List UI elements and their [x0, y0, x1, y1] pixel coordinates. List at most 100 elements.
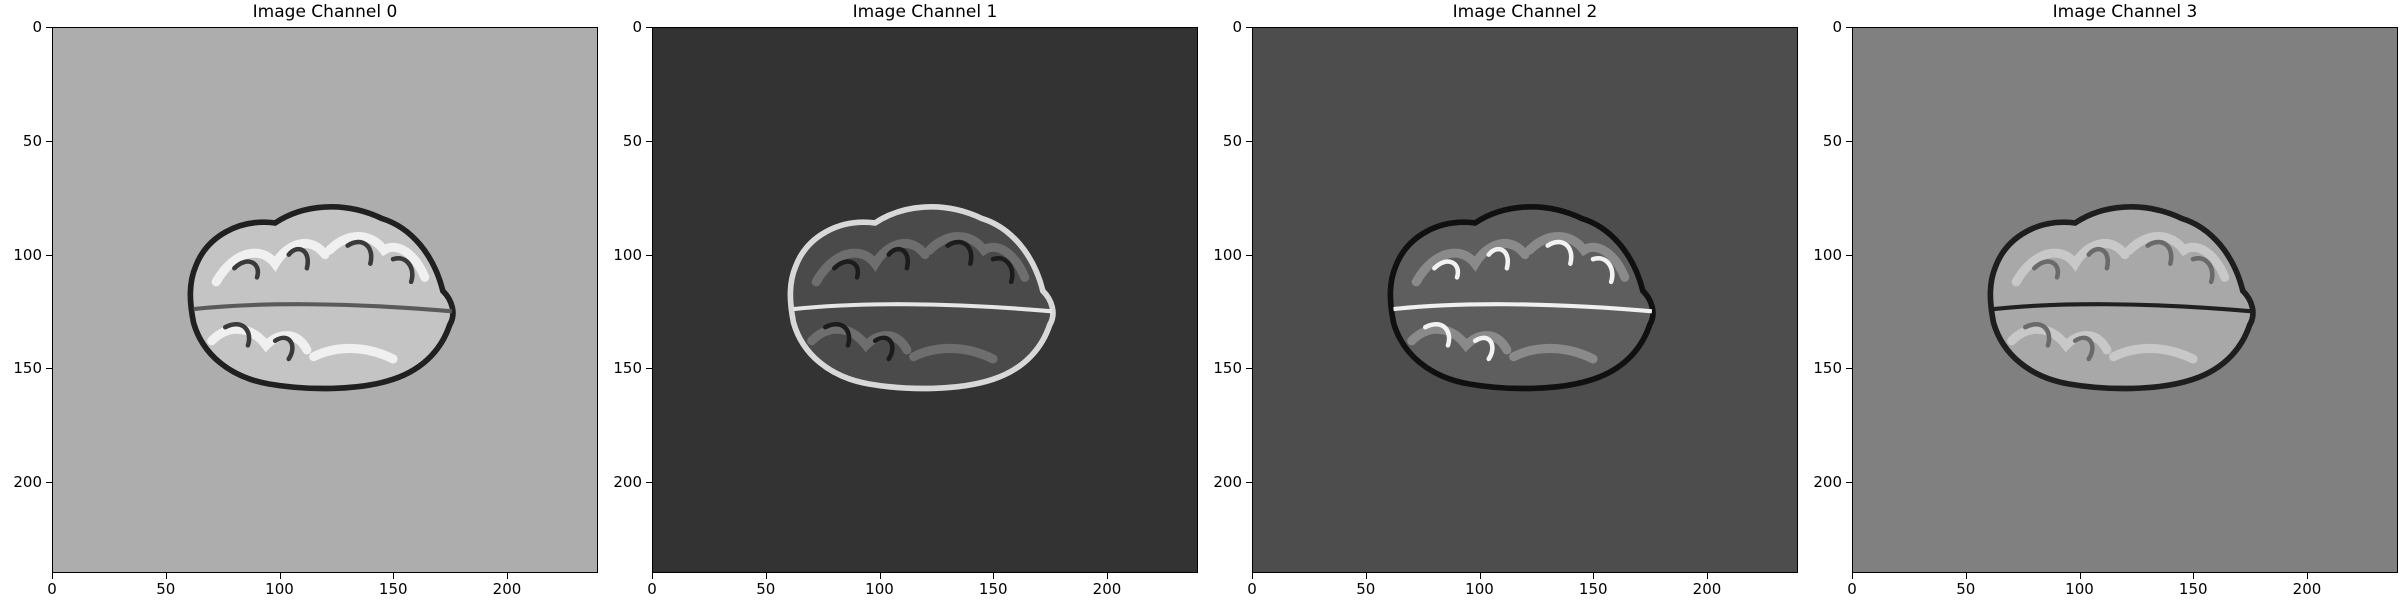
mri-slice-image [1253, 28, 1797, 572]
x-tick-label: 100 [2065, 580, 2094, 598]
x-tick-label: 50 [1356, 580, 1376, 598]
y-tick-label: 50 [1222, 131, 1242, 150]
x-tick-label: 150 [378, 580, 408, 598]
x-tick [993, 573, 995, 579]
y-tick-label: 50 [622, 131, 642, 150]
brain-outline [1387, 204, 1656, 392]
gyrus [211, 238, 330, 287]
x-tick-label: 200 [1092, 580, 1122, 598]
y-tick [1846, 368, 1852, 370]
x-tick-label: 100 [1465, 580, 1494, 598]
x-tick [2079, 573, 2081, 579]
y-tick [646, 254, 652, 256]
y-tick-label: 200 [13, 473, 42, 491]
sulcus [2072, 335, 2095, 362]
image-axes [1252, 27, 1798, 573]
x-tick-label: 150 [978, 580, 1008, 598]
y-tick-label: 150 [613, 359, 642, 378]
x-tick [393, 573, 395, 579]
x-tick [2193, 573, 2195, 579]
gyrus [309, 343, 398, 364]
gyrus [207, 324, 312, 355]
sulcus [345, 239, 374, 266]
x-tick-label: 0 [1247, 580, 1257, 598]
y-tick [1246, 27, 1252, 28]
midline-fissure [793, 302, 1053, 314]
x-tick-label: 200 [1692, 580, 1722, 598]
panel-title: Image Channel 3 [2052, 2, 2198, 22]
mri-slice-image [53, 28, 597, 572]
x-tick-label: 150 [2178, 580, 2208, 598]
image-panel-0: Image Channel 0 0 50 100 150 200 0 50 100 150 200 [0, 0, 600, 600]
y-tick [1246, 368, 1252, 370]
gyrus [324, 232, 430, 282]
gyrus [909, 343, 998, 364]
sulcus [2086, 246, 2111, 271]
x-tick-label: 200 [2292, 580, 2322, 598]
sulcus [286, 246, 311, 271]
image-panel-3: Image Channel 3 0 50 100 150 200 0 50 100 150 200 [1800, 0, 2400, 600]
sulcus [1590, 256, 1615, 285]
gyrus [807, 324, 912, 355]
y-tick [646, 482, 652, 483]
sulcus [390, 256, 415, 285]
y-tick [1246, 482, 1252, 483]
brain-outline [787, 204, 1056, 392]
y-tick-label: 0 [632, 18, 642, 36]
y-tick-label: 0 [1232, 18, 1242, 36]
image-panel-1: Image Channel 1 0 50 100 150 200 0 50 100 150 200 [600, 0, 1200, 600]
gyrus [2109, 343, 2198, 364]
panel-title: Image Channel 0 [252, 2, 398, 22]
sulcus [2032, 259, 2061, 280]
x-tick [2307, 573, 2308, 579]
y-tick-label: 150 [1813, 359, 1842, 378]
brain-slice [1387, 204, 1656, 392]
brain-outline [1987, 204, 2256, 392]
image-axes [652, 27, 1198, 573]
y-tick-label: 0 [32, 18, 42, 36]
sulcus [1472, 335, 1495, 362]
x-tick [652, 573, 653, 579]
gyrus [925, 232, 1030, 282]
image-axes [1852, 27, 2398, 573]
x-tick [1965, 573, 1967, 579]
y-tick-label: 200 [1813, 473, 1842, 491]
mri-slice-image [653, 28, 1197, 572]
y-tick [46, 254, 52, 256]
gyrus [1411, 238, 1530, 287]
midline-fissure [1993, 302, 2253, 314]
sulcus [2190, 256, 2215, 285]
brain-outline [187, 204, 456, 392]
x-tick-label: 200 [492, 580, 522, 598]
sulcus [945, 239, 974, 266]
sulcus [1423, 322, 1452, 348]
gyrus [811, 238, 930, 287]
sulcus [2023, 322, 2052, 348]
sulcus [872, 335, 895, 362]
x-tick [507, 573, 508, 579]
y-tick [1846, 27, 1852, 28]
y-tick-label: 50 [1822, 131, 1842, 150]
y-tick [646, 140, 652, 142]
x-tick [165, 573, 167, 579]
x-tick [279, 573, 281, 579]
y-tick-label: 100 [13, 245, 42, 264]
sulcus [272, 335, 295, 362]
y-tick [646, 368, 652, 370]
x-tick [1707, 573, 1708, 579]
sulcus [1432, 259, 1461, 280]
y-tick-label: 200 [1213, 473, 1242, 491]
gyrus [1407, 324, 1512, 355]
y-tick [1846, 482, 1852, 483]
x-tick-label: 100 [265, 580, 294, 598]
x-tick [1852, 573, 1853, 579]
x-tick-label: 0 [1847, 580, 1857, 598]
y-tick [1846, 140, 1852, 142]
y-tick [646, 27, 652, 28]
x-tick-label: 100 [865, 580, 894, 598]
sulcus [823, 322, 852, 348]
x-tick [1252, 573, 1253, 579]
x-tick [1107, 573, 1108, 579]
brain-slice [187, 204, 456, 392]
y-tick [46, 27, 52, 28]
